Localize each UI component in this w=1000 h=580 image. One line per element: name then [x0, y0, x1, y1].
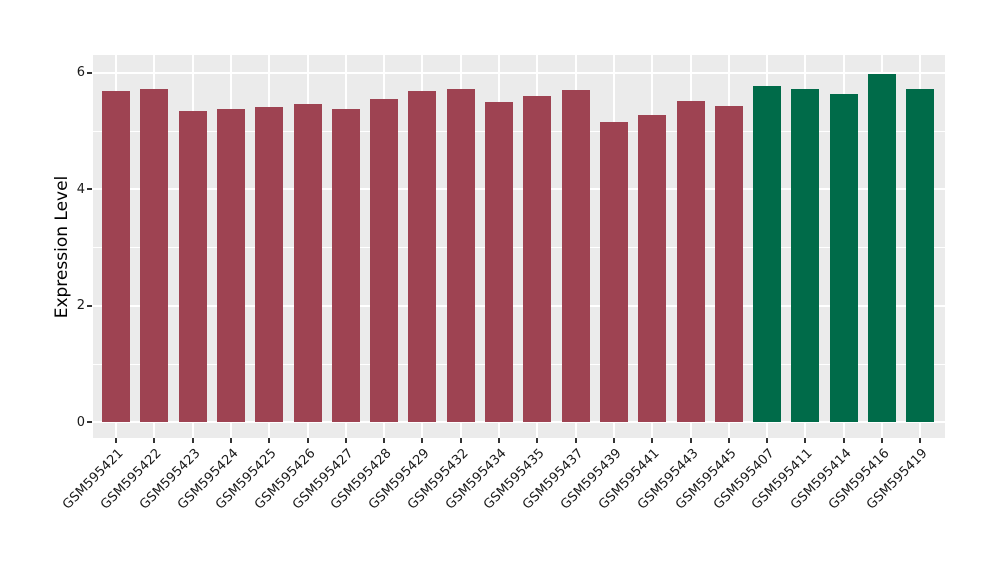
bar-GSM595427: [331, 108, 360, 422]
x-tick-mark-GSM595407: [766, 438, 769, 443]
bar-GSM595435: [523, 95, 552, 422]
x-tick-mark-GSM595437: [574, 438, 577, 443]
x-tick-mark-GSM595427: [344, 438, 347, 443]
x-tick-mark-GSM595441: [651, 438, 654, 443]
bar-GSM595439: [599, 122, 628, 422]
bar-GSM595422: [140, 88, 169, 422]
x-tick-mark-GSM595416: [881, 438, 883, 443]
y-tick-label-4: 4: [76, 181, 85, 197]
gridline-minor-y5: [93, 130, 945, 132]
bar-GSM595434: [485, 101, 513, 422]
x-tick-mark-GSM595425: [268, 438, 271, 443]
gridline-minor-y1: [93, 363, 945, 365]
y-tick-label-2: 2: [76, 298, 85, 314]
bar-GSM595414: [829, 94, 858, 422]
bar-GSM595443: [676, 101, 705, 422]
bar-GSM595421: [102, 91, 130, 422]
y-tick-mark-0: [87, 421, 92, 423]
bar-GSM595437: [561, 90, 590, 422]
gridline-major-y4: [93, 188, 945, 191]
x-tick-mark-GSM595423: [191, 438, 194, 443]
gridline-minor-y3: [93, 247, 945, 249]
y-tick-label-0: 0: [76, 414, 85, 430]
x-tick-mark-GSM595426: [306, 438, 309, 443]
bar-GSM595426: [293, 104, 322, 422]
x-tick-mark-GSM595414: [842, 438, 845, 443]
y-axis-title: Expression Level: [52, 175, 72, 319]
y-tick-mark-2: [87, 304, 92, 307]
x-tick-mark-GSM595443: [689, 438, 692, 443]
bar-GSM595445: [714, 105, 743, 422]
x-tick-mark-GSM595445: [727, 438, 730, 443]
gridline-major-y2: [93, 304, 945, 307]
bar-GSM595424: [216, 109, 245, 422]
y-tick-mark-4: [87, 188, 92, 191]
x-tick-mark-GSM595419: [919, 438, 922, 443]
bar-GSM595423: [178, 111, 207, 422]
x-tick-mark-GSM595434: [498, 438, 500, 443]
x-tick-mark-GSM595429: [421, 438, 424, 443]
bar-GSM595425: [255, 106, 284, 422]
gridline-major-y6: [93, 71, 945, 74]
bar-GSM595411: [791, 88, 820, 422]
gridline-major-y0: [93, 421, 945, 423]
x-tick-mark-GSM595428: [383, 438, 386, 443]
bar-GSM595429: [408, 91, 437, 422]
bar-GSM595407: [753, 86, 782, 422]
bar-GSM595416: [868, 73, 896, 422]
plot-panel: [93, 55, 945, 438]
bar-GSM595419: [906, 88, 935, 422]
y-tick-mark-6: [87, 71, 92, 74]
x-tick-mark-GSM595432: [459, 438, 462, 443]
x-tick-mark-GSM595411: [804, 438, 807, 443]
x-tick-mark-GSM595422: [153, 438, 156, 443]
x-tick-mark-GSM595424: [229, 438, 232, 443]
x-tick-mark-GSM595439: [612, 438, 615, 443]
bar-GSM595432: [446, 88, 475, 422]
bar-GSM595441: [638, 114, 667, 422]
y-tick-label-6: 6: [76, 65, 85, 81]
bar-GSM595428: [370, 98, 399, 422]
x-tick-mark-GSM595421: [115, 438, 117, 443]
x-tick-mark-GSM595435: [536, 438, 539, 443]
